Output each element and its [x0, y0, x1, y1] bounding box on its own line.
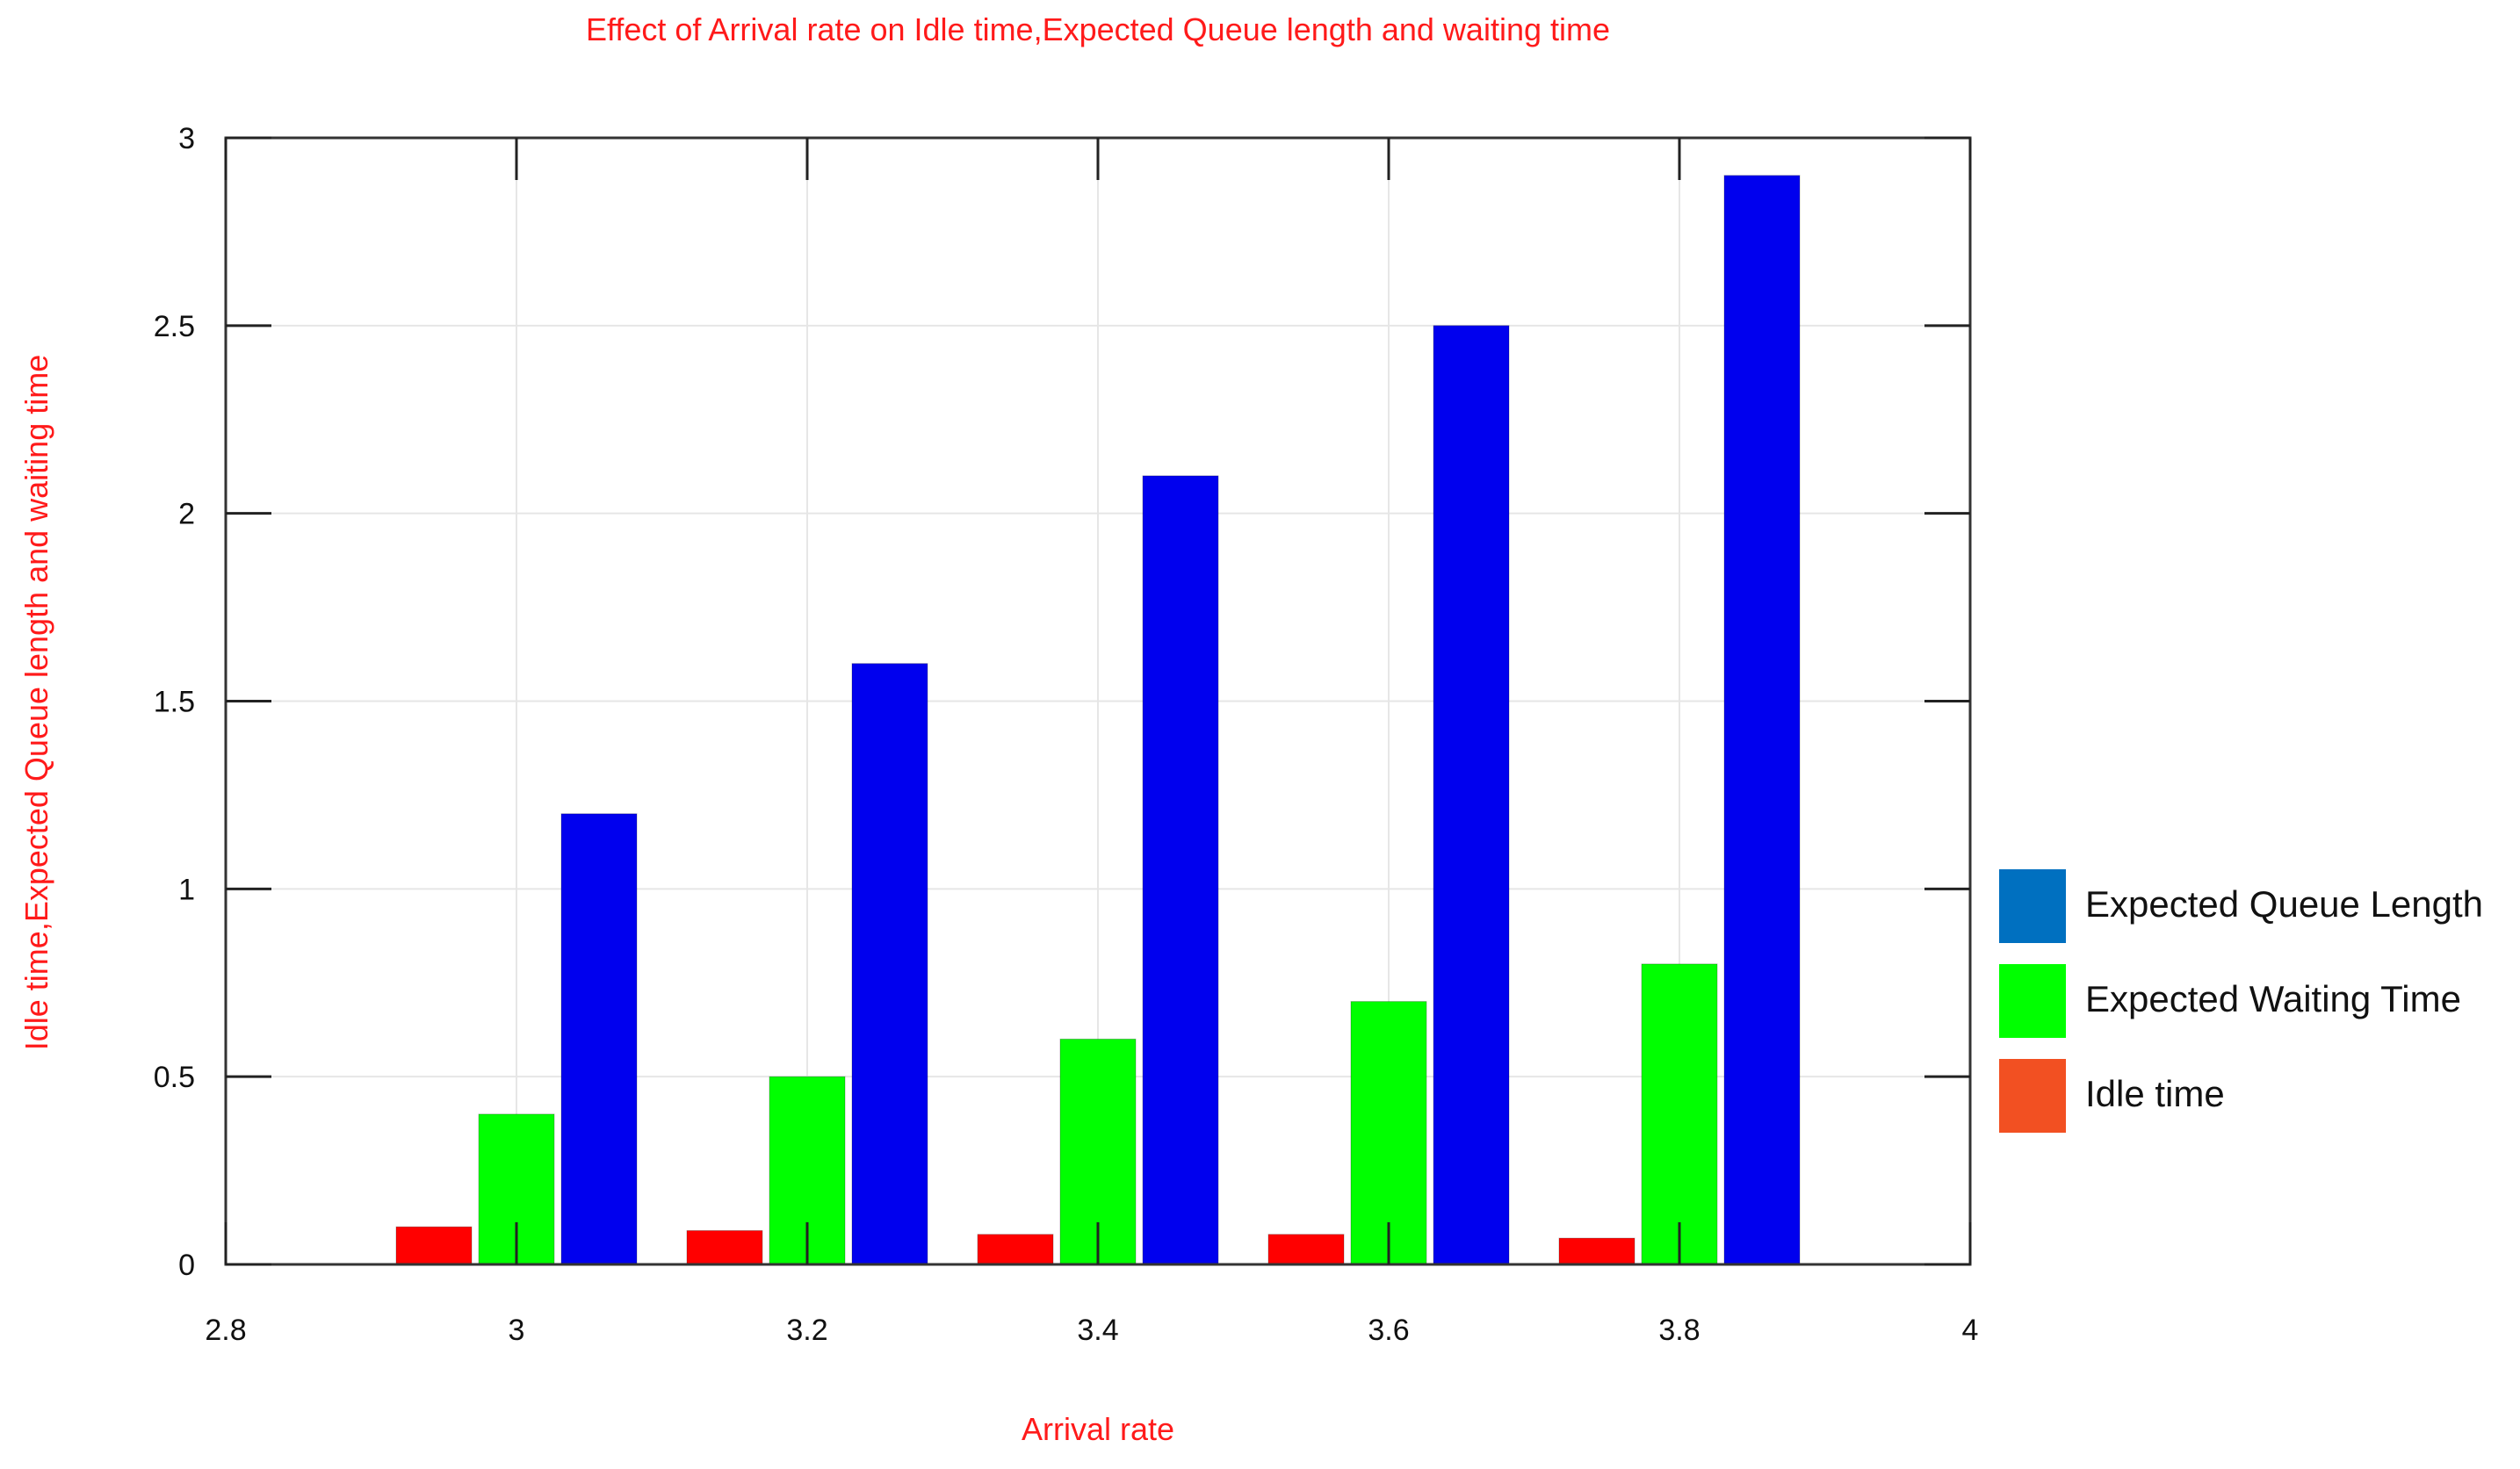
legend-swatch — [1999, 1059, 2066, 1133]
y-tick-label: 2.5 — [154, 310, 195, 343]
x-axis-title: Arrival rate — [1022, 1411, 1174, 1447]
y-tick-label: 0 — [178, 1249, 195, 1282]
bar-expected-queue-length — [560, 813, 638, 1265]
x-tick-label: 3.8 — [1658, 1314, 1700, 1347]
y-tick-label: 2 — [178, 498, 195, 531]
bar-idle-time — [686, 1230, 763, 1265]
bar-expected-queue-length — [851, 663, 928, 1265]
y-tick-label: 1 — [178, 873, 195, 906]
legend-swatch — [1999, 964, 2066, 1038]
x-tick-label: 3.6 — [1368, 1314, 1409, 1347]
bar-expected-waiting-time — [1641, 963, 1718, 1265]
y-axis-title: Idle time,Expected Queue length and wait… — [18, 355, 54, 1050]
x-tick-label: 3.4 — [1077, 1314, 1118, 1347]
y-tick-label: 0.5 — [154, 1061, 195, 1094]
x-tick-label: 3.2 — [786, 1314, 827, 1347]
bar-idle-time — [1267, 1234, 1345, 1265]
bar-idle-time — [395, 1226, 473, 1265]
bar-idle-time — [977, 1234, 1054, 1265]
x-tick-label: 3 — [509, 1314, 525, 1347]
legend-label: Expected Waiting Time — [2085, 978, 2461, 1019]
x-tick-label: 2.8 — [205, 1314, 246, 1347]
legend-label: Idle time — [2085, 1073, 2225, 1114]
y-tick-label: 3 — [178, 122, 195, 155]
x-tick-label: 4 — [1962, 1314, 1979, 1347]
legend-label: Expected Queue Length — [2085, 883, 2483, 925]
bar-expected-queue-length — [1142, 475, 1219, 1265]
y-tick-label: 1.5 — [154, 686, 195, 719]
legend-swatch — [1999, 869, 2066, 943]
bar-expected-queue-length — [1723, 175, 1801, 1265]
bar-expected-queue-length — [1433, 325, 1510, 1265]
chart-title: Effect of Arrival rate on Idle time,Expe… — [586, 11, 1610, 47]
bar-idle-time — [1558, 1237, 1635, 1265]
